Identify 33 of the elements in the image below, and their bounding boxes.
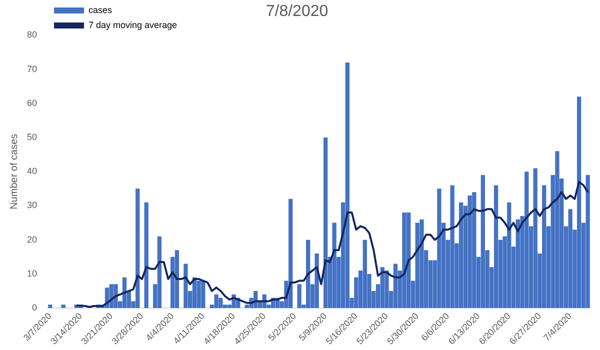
bar — [144, 202, 148, 308]
bar — [468, 196, 472, 308]
bar — [61, 304, 66, 308]
y-tick-label: 20 — [26, 234, 38, 244]
bar — [174, 250, 180, 308]
bar — [184, 264, 188, 308]
bar — [576, 96, 582, 308]
y-tick-label: 0 — [32, 302, 38, 313]
y-tick-label: 80 — [26, 30, 38, 40]
bar — [586, 175, 590, 308]
bar — [314, 253, 319, 308]
y-axis-title: Number of cases — [8, 134, 20, 210]
bar — [393, 264, 398, 308]
bar — [555, 151, 560, 308]
bar — [323, 138, 328, 308]
bar — [458, 202, 464, 308]
legend-label: 7 day moving average — [88, 20, 178, 30]
bar — [384, 270, 389, 308]
y-tick-label: 50 — [26, 132, 38, 142]
legend-label: cases — [88, 4, 113, 15]
bar — [402, 212, 406, 308]
y-tick-label: 10 — [26, 268, 38, 278]
bar — [494, 185, 498, 308]
bar — [48, 304, 52, 308]
y-tick-label: 70 — [26, 64, 38, 74]
chart-title: 7/8/2020 — [266, 3, 328, 20]
y-tick-label: 30 — [26, 200, 38, 210]
y-tick-label: 40 — [26, 166, 38, 176]
bar — [157, 236, 162, 308]
bar — [437, 188, 442, 308]
bar — [214, 294, 218, 308]
y-tick-label: 60 — [26, 98, 38, 108]
bar — [420, 219, 424, 308]
